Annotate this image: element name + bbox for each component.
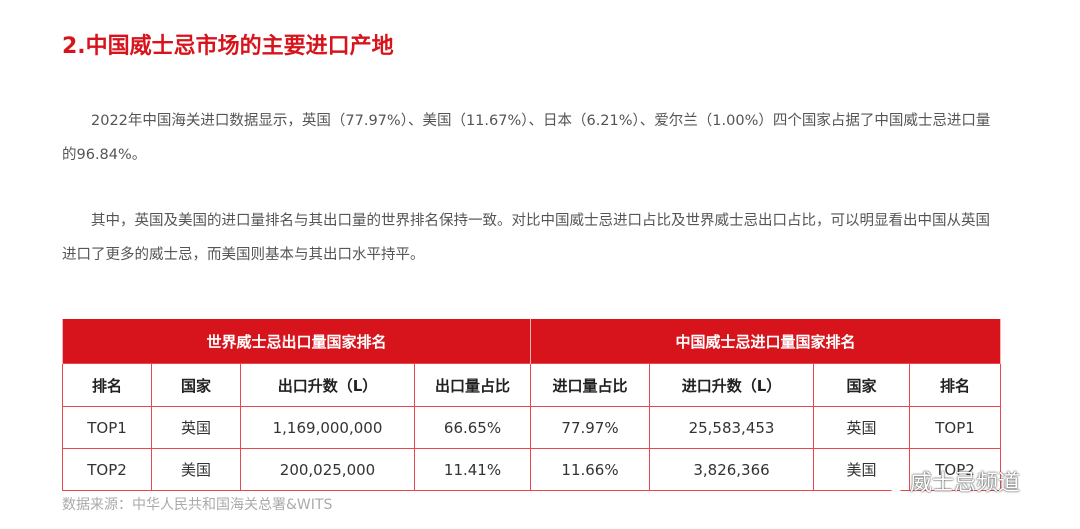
table-cell: 英国: [151, 406, 241, 449]
table-row: TOP1 英国 1,169,000,000 66.65% 77.97% 25,583,45…: [62, 406, 1002, 449]
column-header-row: 排名 国家 出口升数（L） 出口量占比 进口量占比 进口升数（L） 国家 排名: [62, 363, 1002, 407]
group-header-row: 世界威士忌出口量国家排名 中国威士忌进口量国家排名: [61, 319, 1002, 364]
table-cell: 200,025,000: [240, 448, 415, 491]
section-title: 2.中国威士忌市场的主要进口产地: [62, 34, 394, 59]
table-cell: 25,583,453: [649, 406, 815, 449]
table-cell: 1,169,000,000: [240, 406, 415, 449]
source-note: 数据来源：中华人民共和国海关总署&WITS: [62, 497, 333, 513]
table-cell: 3,826,366: [649, 448, 815, 491]
column-header: 排名: [909, 363, 1002, 407]
column-header: 国家: [813, 363, 911, 407]
watermark: 威士忌频道: [876, 465, 1020, 497]
table-cell: TOP1: [909, 406, 1002, 449]
group-header: 中国威士忌进口量国家排名: [530, 319, 1002, 364]
table-cell: 美国: [151, 448, 241, 491]
paragraph: 其中，英国及美国的进口量排名与其出口量的世界排名保持一致。对比中国威士忌进口占比…: [62, 213, 990, 263]
group-header: 世界威士忌出口量国家排名: [61, 319, 532, 364]
paragraph: 2022年中国海关进口数据显示，英国（77.97%）、美国（11.67%）、日本…: [62, 113, 991, 163]
table-cell: TOP2: [62, 448, 152, 491]
table-cell: 77.97%: [530, 406, 651, 449]
column-header: 国家: [151, 363, 241, 407]
column-header: 进口升数（L）: [649, 363, 815, 407]
table-cell: 11.66%: [530, 448, 651, 491]
table-cell: 11.41%: [413, 448, 532, 491]
column-header: 排名: [62, 363, 152, 407]
table-cell: 66.65%: [413, 406, 532, 449]
table-cell: TOP1: [62, 406, 152, 449]
table-row: TOP2 美国 200,025,000 11.41% 11.66% 3,826,366 美国…: [62, 448, 1002, 491]
table-body: 排名 国家 出口升数（L） 出口量占比 进口量占比 进口升数（L） 国家 排名 TOP1 英国 1,…: [62, 363, 1002, 491]
column-header: 出口升数（L）: [240, 363, 415, 407]
wechat-icon: [877, 470, 905, 492]
ranking-table: 世界威士忌出口量国家排名 中国威士忌进口量国家排名 排名 国家 出口升数（L） 出口量…: [61, 319, 1002, 491]
column-header: 进口量占比: [530, 363, 651, 407]
table-cell: TOP2: [909, 448, 1002, 491]
column-header: 出口量占比: [413, 363, 532, 407]
table-cell: 美国: [813, 448, 911, 491]
table-cell: 英国: [813, 406, 911, 449]
watermark-text: 威士忌频道: [910, 471, 1021, 496]
